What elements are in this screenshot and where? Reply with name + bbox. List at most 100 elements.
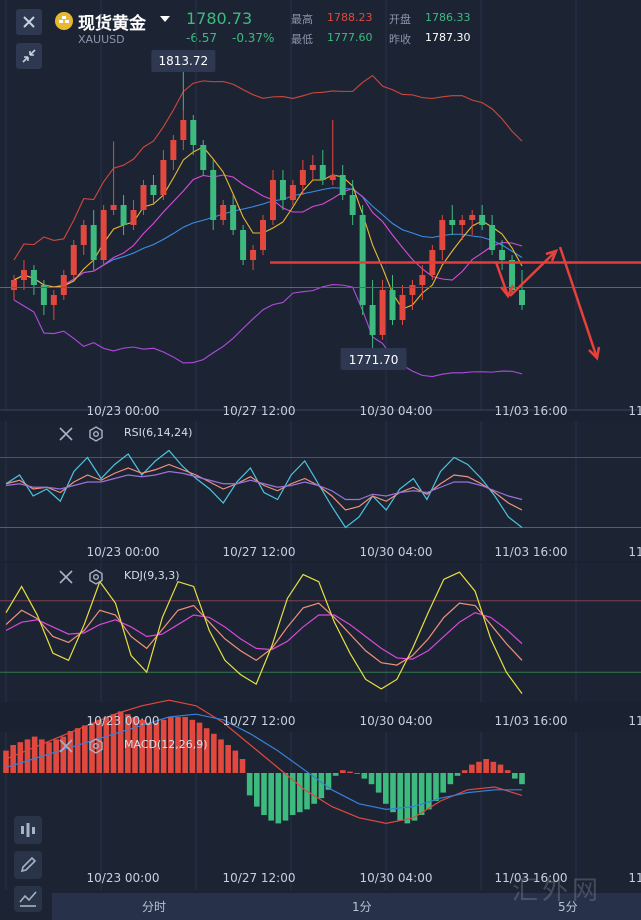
candle [389,290,396,320]
macd-bar [67,731,74,773]
min-label-box [340,348,407,370]
candle [170,140,177,160]
tab-1min[interactable]: 1分 [352,900,372,914]
x-tick-label: 11 [628,404,641,418]
close-button[interactable] [16,9,42,35]
candlestick-icon [21,823,35,837]
macd-bar [132,717,138,773]
chart-canvas[interactable]: 1813.72 1771.70 10/23 00:00 10/27 12:00 10/… [0,0,641,893]
macd-bar [332,773,339,776]
tab-timeshare[interactable]: 分时 [142,900,167,914]
macd-bar [426,773,432,810]
x-tick-label: 11 [628,714,641,728]
candle [359,215,366,305]
macd-bar [110,714,117,773]
macd-bar [254,773,260,807]
close-icon[interactable] [58,426,74,442]
candle [80,225,87,245]
macd-bar [246,773,253,796]
macd-bar [31,736,38,773]
kdj-title: KDJ(9,3,3) [124,569,180,582]
candle [30,270,37,285]
candle [279,180,286,200]
settings-icon[interactable] [88,569,104,585]
candle [369,305,376,335]
x-tick-label: 11 [628,545,641,559]
close-icon[interactable] [58,738,74,754]
close-icon [23,16,35,28]
macd-bar [261,773,267,815]
candle [180,120,187,140]
macd-bar [168,717,174,773]
macd-bar [512,773,518,779]
macd-bar [117,711,124,773]
macd-bar [476,761,482,773]
close-icon[interactable] [58,569,74,585]
macd-bar [232,750,239,773]
draw-tool-button[interactable] [14,851,42,879]
macd-bar [182,717,188,773]
arrow-up [509,250,557,297]
macd-bar [268,773,274,821]
collapse-button[interactable] [16,43,42,69]
candle [230,205,237,230]
arrowhead [500,284,515,299]
price-change-pct: -0.37% [232,31,275,45]
macd-bar [383,773,389,804]
candle [489,225,496,250]
macd-bar [497,764,504,773]
macd-bar [297,773,303,813]
x-tick-label: 10/30 04:00 [360,714,433,728]
macd-bar [10,745,16,773]
arrowhead [545,249,559,262]
candle [120,205,127,225]
x-tick-label: 10/23 00:00 [87,404,160,418]
candle [110,205,117,210]
macd-bar [17,742,24,773]
macd-bar [519,773,525,785]
candle-style-button[interactable] [14,816,42,844]
pencil-icon [20,856,37,873]
candle [319,165,326,180]
low-label: 最低 [291,33,313,46]
ma5-line [13,146,523,310]
macd-bar [325,773,332,790]
candle [260,220,267,250]
macd-bar [225,745,231,773]
candle [90,225,97,260]
macd-bar [404,773,411,824]
macd-bar [340,770,346,773]
macd-bar [433,773,439,801]
candle [409,285,416,295]
chevron-down-icon[interactable] [160,16,170,24]
dif-line [5,699,523,825]
candle [519,290,525,305]
settings-icon[interactable] [88,738,104,754]
macd-bar [74,728,81,773]
x-tick-label: 10/30 04:00 [360,545,433,559]
tab-5min[interactable]: 5分 [558,900,578,914]
arrow-down-large [558,246,599,359]
candle [399,295,406,320]
indicator-button[interactable] [14,886,42,912]
j-line [5,571,523,695]
rsi6-line [5,449,523,529]
candle [20,270,27,280]
period-tab-bar [52,893,641,920]
candle [469,215,476,220]
ma10-line [13,174,523,288]
rsi14-line [5,463,523,511]
macd-bar [82,725,88,773]
macd-bar [203,728,210,773]
bollinger-lower-line [13,283,523,378]
candle [200,145,207,170]
candle [140,185,147,210]
candle [309,165,316,170]
macd-bar [440,773,446,793]
x-tick-label: 11/03 16:00 [495,545,568,559]
instrument-name[interactable]: 现货黄金 [78,14,146,34]
macd-bar [96,719,102,773]
candle [220,205,227,220]
candle [499,250,506,260]
settings-icon[interactable] [88,426,104,442]
